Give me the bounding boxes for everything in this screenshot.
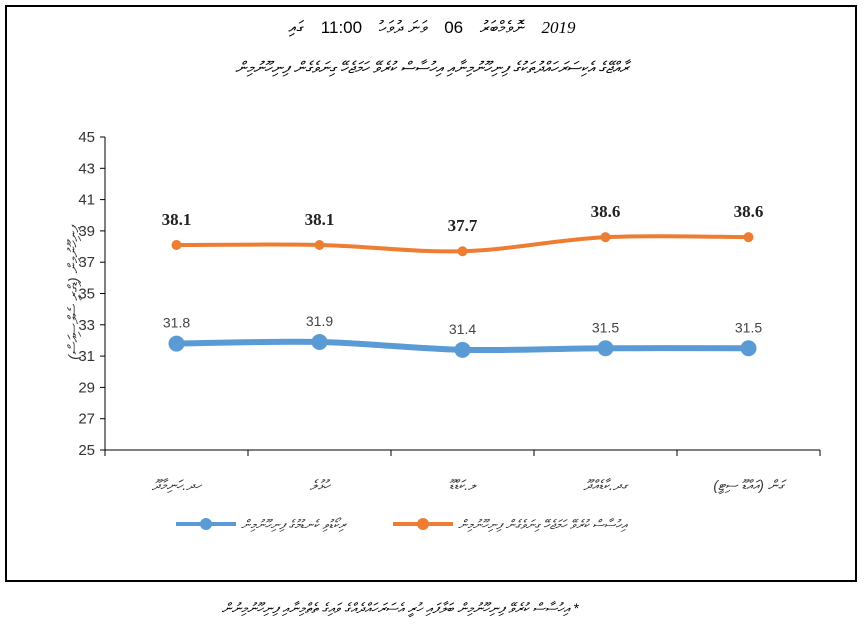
x-tick-label: ގަން (އައްޑޫ ސިޓީ) — [713, 477, 787, 495]
data-label: 38.6 — [591, 202, 621, 221]
year: 2019 — [541, 18, 576, 37]
time-suffix: ގައި — [288, 18, 305, 37]
y-tick-label: 29 — [78, 379, 95, 396]
day-word: ވަނަ ދުވަހު — [378, 18, 428, 37]
chart-title: ރާއްޖޭގެ އެކިސަރަހައްދުތަކުގެ ފިނިހޫނުމި… — [235, 60, 629, 77]
y-tick-label: 33 — [78, 317, 95, 334]
y-tick-label: 45 — [78, 129, 95, 146]
y-tick-label: 41 — [78, 192, 95, 209]
y-axis-label: ފިނިހޫނުމިން (ޑިގްރީ ސެލްސިއަސް) — [65, 223, 83, 359]
y-tick-label: 31 — [78, 348, 95, 365]
y-tick-label: 35 — [78, 286, 95, 303]
data-label: 31.8 — [163, 315, 190, 331]
x-tick-label: ގދ.ކާޑެއްދޫ — [582, 477, 629, 493]
data-label: 37.7 — [448, 216, 478, 235]
data-point — [171, 239, 182, 250]
data-label: 38.6 — [734, 202, 764, 221]
data-point — [597, 340, 614, 357]
data-point — [311, 334, 328, 351]
legend-label: ރިކޯޑުވި ކެނޑުމުގެ ފިނިހޫނުމިން — [241, 517, 347, 532]
legend-label: އިހުސާސް ކުރެވޭ ހަމަޖެހޭ ގިނަވެގެން ފިނި… — [458, 517, 628, 532]
x-tick-label: ހދ.ހަނިމާދޫ — [151, 477, 203, 494]
y-tick-label: 27 — [78, 411, 95, 428]
y-tick-label: 25 — [78, 442, 95, 459]
x-tick-label: ހުޅުލެ — [310, 477, 332, 493]
data-point — [457, 246, 468, 257]
data-label: 31.4 — [449, 321, 476, 337]
data-label: 31.5 — [592, 319, 619, 335]
data-label: 31.5 — [735, 319, 762, 335]
y-tick-label: 37 — [78, 254, 95, 271]
data-point — [743, 232, 754, 243]
data-label: 31.9 — [306, 313, 333, 329]
month: ނޮވެމްބަރު — [479, 18, 525, 37]
data-point — [168, 335, 185, 352]
data-point — [600, 232, 611, 243]
data-point — [454, 341, 471, 358]
legend-marker — [417, 518, 429, 530]
footnote: * އިހުސާސް ކުރެވޭ ފިނިހޫނުމިން ބަލާފައި … — [221, 600, 579, 616]
day: 06 — [444, 18, 464, 37]
time: 11:00 — [320, 18, 363, 37]
data-point — [314, 239, 325, 250]
chart-frame — [5, 5, 857, 582]
y-tick-label: 43 — [78, 160, 95, 177]
data-point — [740, 340, 757, 357]
x-tick-label: ލ.ކަޑްޑޫ — [449, 477, 477, 493]
data-label: 38.1 — [162, 210, 192, 229]
chart-date-line: 2019 ނޮވެމްބަރު 06 ވަނަ ދުވަހު 11:00 ގައ… — [0, 18, 864, 38]
y-tick-label: 39 — [78, 223, 95, 240]
data-label: 38.1 — [305, 210, 335, 229]
legend-marker — [200, 518, 212, 530]
